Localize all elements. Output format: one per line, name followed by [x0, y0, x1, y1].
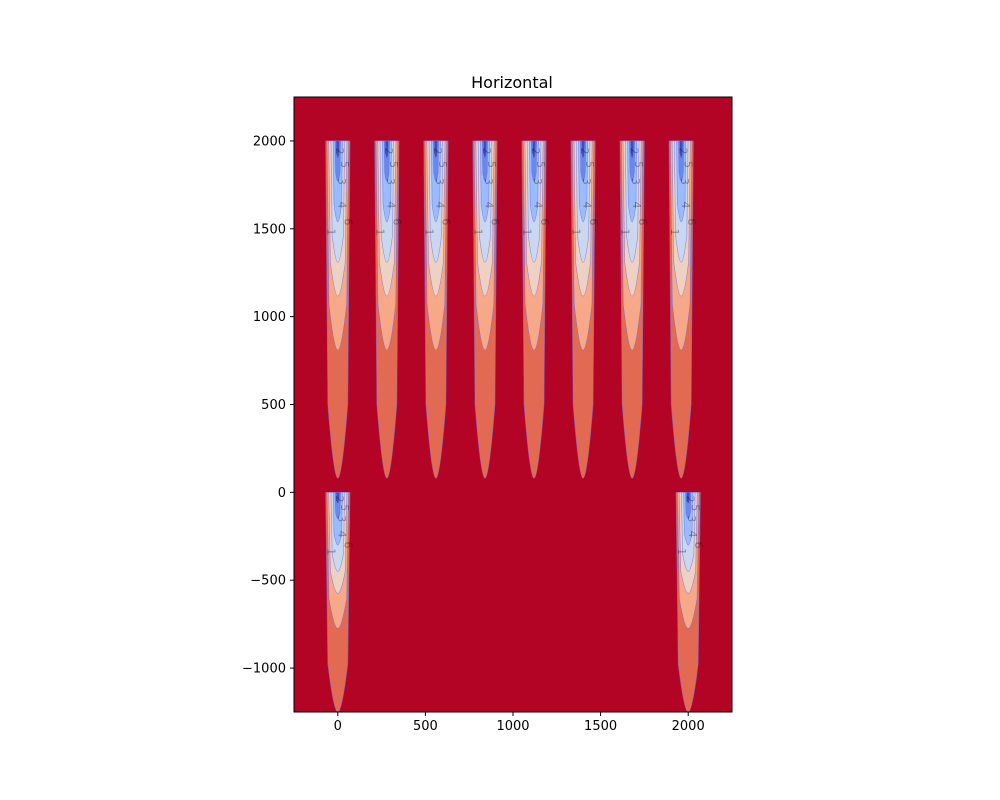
contour-label: 4 [630, 202, 643, 209]
contour-label: 5 [338, 504, 351, 511]
x-axis: 0 500 1000 1500 2000 [334, 712, 705, 734]
top-row-probe-0: 2 5 3 4 61 [324, 140, 355, 479]
top-row-probe-5: 2 5 3 4 61 [570, 140, 600, 479]
contour-label: 3 [685, 515, 698, 522]
contour-label: 1 [324, 548, 337, 555]
top-row-probe-2: 2 5 3 4 61 [422, 140, 453, 479]
y-tick-label: −500 [250, 574, 286, 589]
x-tick-label: 0 [334, 719, 342, 734]
contour-label: 3 [433, 178, 446, 185]
contour-label: 2 [333, 495, 346, 502]
y-tick-label: 1500 [253, 222, 286, 237]
contour-label: 1 [619, 229, 632, 236]
y-tick-label: 2000 [253, 134, 286, 149]
contour-label: 4 [686, 531, 699, 538]
contour-label: 1 [472, 229, 485, 236]
contour-label: 1 [373, 229, 386, 236]
contour-label: 3 [678, 178, 691, 185]
contour-band-level-1 [385, 140, 389, 159]
plot-area: 2534612534612534612534612534612534612534… [294, 97, 732, 712]
contour-label: 4 [581, 202, 594, 209]
y-axis: −1000 −500 0 500 1000 1500 2000 [242, 134, 294, 677]
contour-label: 6 [342, 218, 355, 225]
contour-label: 3 [580, 178, 593, 185]
contour-label: 3 [335, 515, 348, 522]
contour-band-level-1 [630, 140, 634, 159]
contour-background [294, 97, 732, 712]
contour-label: 2 [683, 495, 696, 502]
contour-label: 4 [679, 202, 692, 209]
top-row-probe-4: 2 5 3 4 61 [521, 140, 551, 479]
contour-label: 2 [333, 148, 346, 155]
contour-label: 1 [324, 229, 337, 236]
top-row-probe-6: 2 5 3 4 61 [619, 140, 649, 479]
y-tick-label: 0 [278, 486, 286, 501]
x-tick-label: 500 [413, 719, 438, 734]
contour-label: 2 [529, 148, 542, 155]
contour-band-level-1 [336, 492, 340, 504]
contour-label: 6 [489, 218, 502, 225]
contour-band-level-1 [679, 140, 683, 159]
contour-label: 2 [431, 148, 444, 155]
bottom-row-probe-1: 2 5 3 4 61 [675, 492, 705, 712]
contour-label: 4 [384, 202, 397, 209]
contour-band-level-1 [336, 140, 340, 159]
contour-band-level-1 [434, 140, 438, 159]
contour-band-level-1 [581, 140, 585, 159]
y-tick-label: −1000 [242, 662, 286, 677]
chart-title: Horizontal [471, 73, 553, 92]
contour-label: 1 [668, 229, 681, 236]
top-row-probe-3: 2 5 3 4 61 [472, 140, 502, 479]
contour-label: 6 [342, 542, 355, 549]
contour-label: 1 [422, 229, 435, 236]
contour-label: 2 [676, 148, 689, 155]
contour-label: 4 [335, 531, 348, 538]
x-tick-label: 1000 [496, 719, 529, 734]
contour-label: 5 [583, 161, 596, 168]
bottom-row-probe-0: 2 5 3 4 61 [324, 492, 355, 712]
contour-label: 5 [485, 161, 498, 168]
contour-label: 6 [692, 542, 705, 549]
contour-label: 3 [335, 178, 348, 185]
contour-band-level-1 [483, 140, 487, 159]
contour-label: 6 [636, 218, 649, 225]
x-tick-label: 2000 [672, 719, 705, 734]
contour-label: 2 [627, 148, 640, 155]
contour-label: 4 [335, 202, 348, 209]
contour-label: 6 [587, 218, 600, 225]
contour-label: 6 [391, 218, 404, 225]
x-tick-label: 1500 [584, 719, 617, 734]
contour-label: 5 [688, 504, 701, 511]
contour-label: 6 [538, 218, 551, 225]
contour-label: 5 [534, 161, 547, 168]
contour-label: 6 [685, 218, 698, 225]
y-tick-label: 500 [261, 398, 286, 413]
y-tick-label: 1000 [253, 310, 286, 325]
top-row-probe-7: 2 5 3 4 61 [668, 140, 698, 479]
contour-label: 5 [436, 161, 449, 168]
contour-label: 2 [480, 148, 493, 155]
contour-band-level-1 [686, 492, 690, 504]
contour-label: 5 [338, 161, 351, 168]
contour-label: 3 [482, 178, 495, 185]
contour-label: 1 [521, 229, 534, 236]
contour-label: 3 [629, 178, 642, 185]
top-row-probe-1: 2 5 3 4 61 [373, 140, 404, 479]
contour-label: 5 [632, 161, 645, 168]
contour-label: 6 [440, 218, 453, 225]
contour-label: 2 [578, 148, 591, 155]
contour-label: 5 [387, 161, 400, 168]
contour-label: 4 [532, 202, 545, 209]
contour-label: 2 [382, 148, 395, 155]
contour-label: 4 [483, 202, 496, 209]
contour-label: 5 [681, 161, 694, 168]
contour-label: 3 [531, 178, 544, 185]
contour-band-level-1 [532, 140, 536, 159]
contour-label: 3 [384, 178, 397, 185]
contour-label: 4 [434, 202, 447, 209]
contour-label: 1 [570, 229, 583, 236]
contour-label: 1 [675, 548, 688, 555]
